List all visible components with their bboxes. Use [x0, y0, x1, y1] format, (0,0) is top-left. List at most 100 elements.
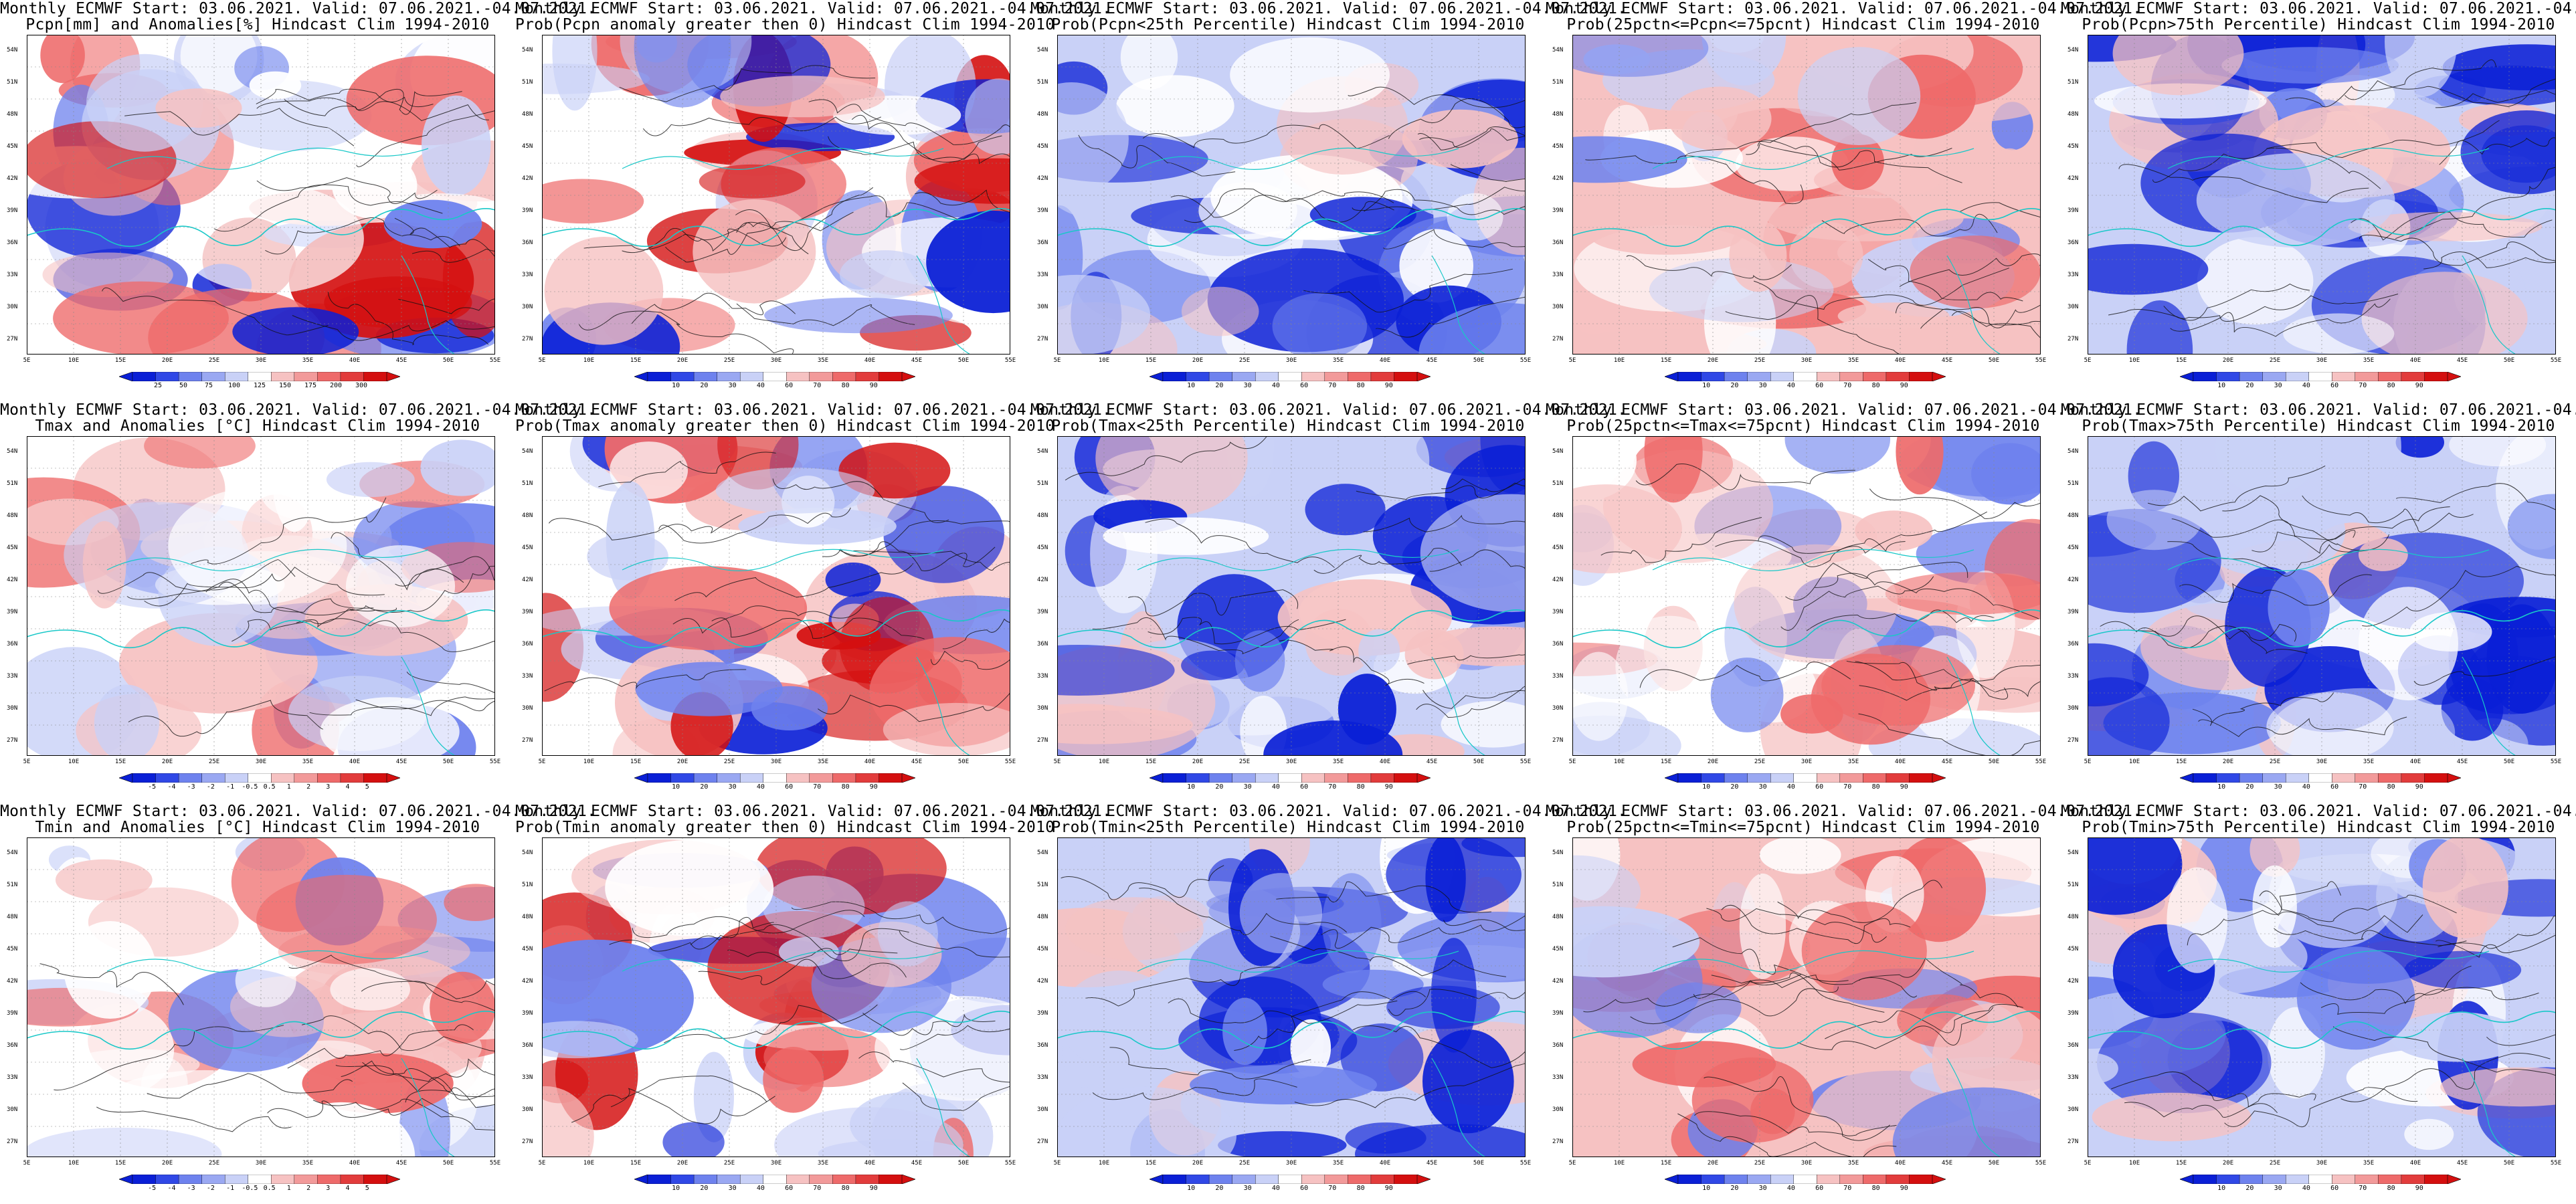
lat-label: 54N — [7, 849, 18, 856]
lat-label: 33N — [1037, 272, 1048, 278]
colorbar-tick-label: 90 — [2415, 382, 2423, 389]
lon-label: 20E — [161, 357, 173, 364]
lat-label: 45N — [522, 544, 533, 551]
map-area: 54N 51N 48N 45N 42N 39N 36N 33N 30N 27N 5E 10E 15E 20… — [522, 436, 1016, 765]
lat-label: 36N — [2067, 1042, 2079, 1049]
panel-pcpn-gt75: Monthly ECMWF Start: 03.06.2021. Valid: … — [2061, 0, 2576, 401]
colorbar-tick-label: 4 — [345, 1185, 350, 1192]
panel-tmax-lt25: Monthly ECMWF Start: 03.06.2021. Valid: … — [1030, 401, 1627, 803]
colorbar-tick-label: -2 — [206, 1185, 215, 1192]
colorbar-tick-label: 5 — [365, 783, 369, 791]
panel-title-line1: Monthly ECMWF Start: 03.06.2021. Valid: … — [1030, 401, 1627, 419]
lon-label: 25E — [1754, 1160, 1766, 1167]
lat-label: 48N — [2067, 914, 2079, 920]
lon-label: 20E — [161, 1160, 173, 1167]
lon-label: 30E — [2316, 1160, 2328, 1167]
colorbar-tick-label: 40 — [1271, 1185, 1280, 1192]
lat-label: 33N — [7, 272, 18, 278]
lat-label: 48N — [1552, 914, 1564, 920]
lon-label: 5E — [23, 357, 31, 364]
lat-label: 27N — [522, 1138, 533, 1145]
panel-tmin-gt75: Monthly ECMWF Start: 03.06.2021. Valid: … — [2061, 803, 2576, 1204]
lon-label: 40E — [1894, 357, 1906, 364]
colorbar-tick-label: -3 — [187, 783, 195, 791]
lon-label: 10E — [583, 357, 595, 364]
lat-label: 48N — [1037, 914, 1048, 920]
colorbar-tick-label: 4 — [345, 783, 350, 791]
lon-label: 15E — [1660, 1160, 1672, 1167]
colorbar-tick-label: 2 — [306, 1185, 311, 1192]
lat-label: 39N — [1552, 207, 1564, 214]
lon-label: 30E — [770, 759, 782, 765]
colorbar-tick-label: -4 — [167, 1185, 176, 1192]
lon-label: 40E — [349, 1160, 361, 1167]
lon-label: 55E — [489, 357, 501, 364]
lon-label: 20E — [1192, 759, 1204, 765]
colorbar-tick-label: 70 — [1843, 1185, 1852, 1192]
colorbar-tick-label: 90 — [1900, 1185, 1908, 1192]
colorbar-labels: 10 20 30 40 60 70 80 90 — [2180, 1185, 2461, 1193]
lon-label: 35E — [817, 759, 829, 765]
lat-label: 48N — [522, 512, 533, 519]
panel-title-line2: Prob(Tmax<25th Percentile) Hindcast Clim… — [1051, 417, 1525, 435]
colorbar-tick-label: 40 — [2302, 1185, 2310, 1192]
map-field — [27, 837, 495, 1157]
colorbar-tick-label: 30 — [728, 1185, 737, 1192]
panel-title-line2: Prob(Tmax anomaly greater then 0) Hindca… — [515, 417, 1055, 435]
lon-label: 10E — [2128, 759, 2140, 765]
map-area: 54N 51N 48N 45N 42N 39N 36N 33N 30N 27N 5E 10E 15E 20… — [7, 837, 500, 1167]
lon-label: 10E — [1098, 357, 1110, 364]
lon-label: 35E — [2363, 759, 2375, 765]
colorbar-tick-label: 50 — [179, 382, 188, 389]
lon-label: 25E — [1754, 357, 1766, 364]
lat-label: 54N — [7, 448, 18, 455]
lon-label: 40E — [2409, 357, 2421, 364]
lon-label: 35E — [302, 759, 314, 765]
panel-title-line2: Prob(Tmin<25th Percentile) Hindcast Clim… — [1051, 819, 1525, 836]
lat-label: 39N — [2067, 609, 2079, 615]
lon-label: 35E — [1332, 357, 1344, 364]
lon-label: 55E — [2035, 357, 2047, 364]
lat-label: 27N — [1037, 1138, 1048, 1145]
colorbar-tick-label: 10 — [672, 1185, 680, 1192]
colorbar-tick-label: 60 — [1300, 382, 1309, 389]
lon-label: 20E — [2222, 357, 2234, 364]
lat-label: 42N — [7, 577, 18, 583]
colorbar-tick-label: -5 — [148, 783, 157, 791]
colorbar-tick-label: 60 — [2330, 1185, 2339, 1192]
lon-label: 50E — [1473, 759, 1485, 765]
colorbar-tick-label: 60 — [2330, 783, 2339, 791]
lon-label: 45E — [1941, 357, 1953, 364]
lat-label: 54N — [1552, 448, 1564, 455]
lon-label: 35E — [817, 357, 829, 364]
lat-label: 51N — [1552, 882, 1564, 888]
panel-pcpn-lt25: Monthly ECMWF Start: 03.06.2021. Valid: … — [1030, 0, 1627, 401]
lon-label: 25E — [1754, 759, 1766, 765]
lat-label: 39N — [2067, 1010, 2079, 1017]
lat-label: 36N — [1037, 641, 1048, 647]
colorbar-labels: 10 20 30 40 60 70 80 90 — [1665, 382, 1946, 390]
colorbar-tick-label: 150 — [278, 382, 292, 389]
lon-label: 45E — [2456, 357, 2468, 364]
lon-label: 10E — [1613, 759, 1625, 765]
lon-label: 35E — [1847, 759, 1859, 765]
lon-label: 50E — [442, 1160, 454, 1167]
panel-title-line1: Monthly ECMWF Start: 03.06.2021. Valid: … — [1546, 401, 2142, 419]
lon-label: 20E — [161, 759, 173, 765]
lon-label: 5E — [2084, 759, 2092, 765]
lon-label: 30E — [2316, 357, 2328, 364]
colorbar-tick-label: 60 — [785, 1185, 794, 1192]
colorbar-labels: -5 -4 -3 -2 -1 -0.5 0.5 1 2 3 4 5 — [119, 783, 400, 791]
lat-label: 42N — [1552, 577, 1564, 583]
colorbar-labels: 10 20 30 40 60 70 80 90 — [1149, 1185, 1431, 1193]
lon-label: 40E — [1379, 357, 1391, 364]
lon-label: 30E — [2316, 759, 2328, 765]
map-field — [1572, 837, 2041, 1157]
lon-label: 35E — [302, 1160, 314, 1167]
colorbar-tick-label: 300 — [355, 382, 368, 389]
colorbar-tick-label: 10 — [1187, 783, 1196, 791]
colorbar-tick-label: -4 — [167, 783, 176, 791]
lon-label: 50E — [957, 357, 970, 364]
colorbar-tick-label: 20 — [1730, 1185, 1739, 1192]
colorbar-tick-label: 2 — [306, 783, 311, 791]
